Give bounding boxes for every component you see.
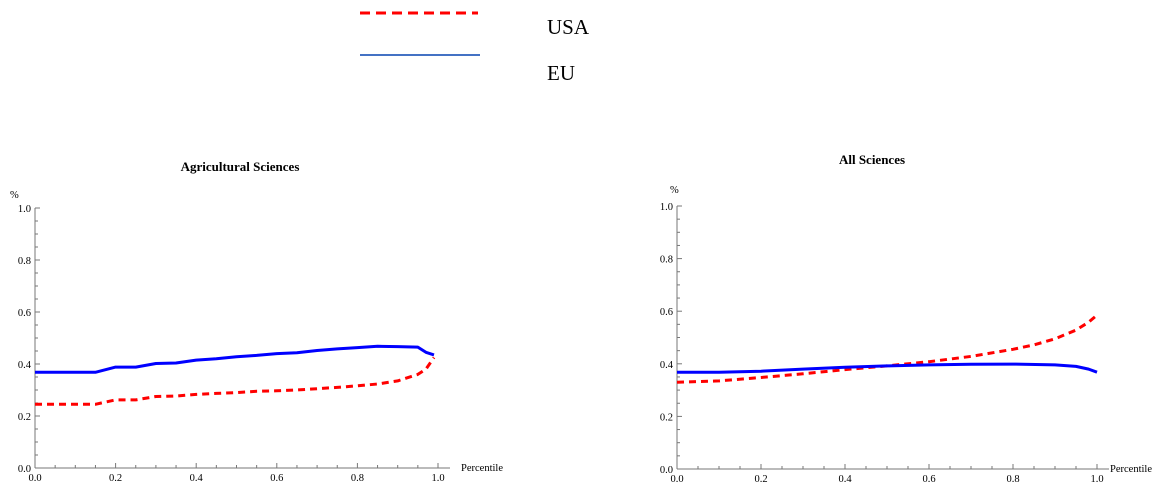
- x-tick-label: 0.4: [838, 474, 852, 485]
- x-tick-label: 0.4: [190, 473, 204, 484]
- x-tick-label: 1.0: [431, 473, 444, 484]
- x-axis-label: Percentile: [1110, 464, 1152, 475]
- y-tick-label: 0.8: [660, 255, 673, 266]
- x-tick-label: 0.8: [1006, 474, 1019, 485]
- y-axis-label: %: [10, 190, 19, 201]
- series-line-eu: [677, 362, 1098, 374]
- legend: USA EU: [360, 11, 590, 85]
- chart-title: All Sciences: [839, 152, 905, 167]
- legend-label-usa: USA: [547, 15, 590, 39]
- x-tick-label: 0.8: [351, 473, 364, 484]
- y-axis-label: %: [670, 185, 679, 196]
- x-tick-label: 0.2: [754, 474, 767, 485]
- y-tick-label: 0.4: [18, 360, 32, 371]
- chart-title: Agricultural Sciences: [181, 159, 300, 174]
- series-line-eu: [35, 344, 435, 374]
- x-tick-label: 0.6: [270, 473, 283, 484]
- x-tick-label: 0.0: [28, 473, 41, 484]
- y-tick-label: 0.2: [18, 412, 31, 423]
- y-tick-label: 0.8: [18, 256, 31, 267]
- y-tick-label: 0.6: [660, 307, 673, 318]
- y-tick-label: 1.0: [660, 202, 673, 213]
- y-tick-label: 1.0: [18, 204, 31, 215]
- x-tick-label: 0.0: [670, 474, 683, 485]
- x-tick-label: 0.2: [109, 473, 122, 484]
- chart-all-sciences: All Sciences% Percentile 0.0 0.2 0.4 0.6 0.8 1.…: [660, 152, 1152, 485]
- series-line-usa: [35, 356, 436, 406]
- y-tick-label: 0.6: [18, 308, 31, 319]
- legend-label-eu: EU: [547, 61, 575, 85]
- x-tick-label: 1.0: [1090, 474, 1103, 485]
- chart-agricultural-sciences: Agricultural Sciences% Percentile 0.0 0.2 0.…: [10, 159, 503, 484]
- y-tick-label: 0.0: [18, 464, 31, 475]
- y-tick-label: 0.2: [660, 412, 673, 423]
- series-line-usa: [676, 313, 1098, 384]
- x-axis-label: Percentile: [461, 463, 503, 474]
- y-tick-label: 0.4: [660, 360, 674, 371]
- x-tick-label: 0.6: [922, 474, 935, 485]
- y-tick-label: 0.0: [660, 465, 673, 476]
